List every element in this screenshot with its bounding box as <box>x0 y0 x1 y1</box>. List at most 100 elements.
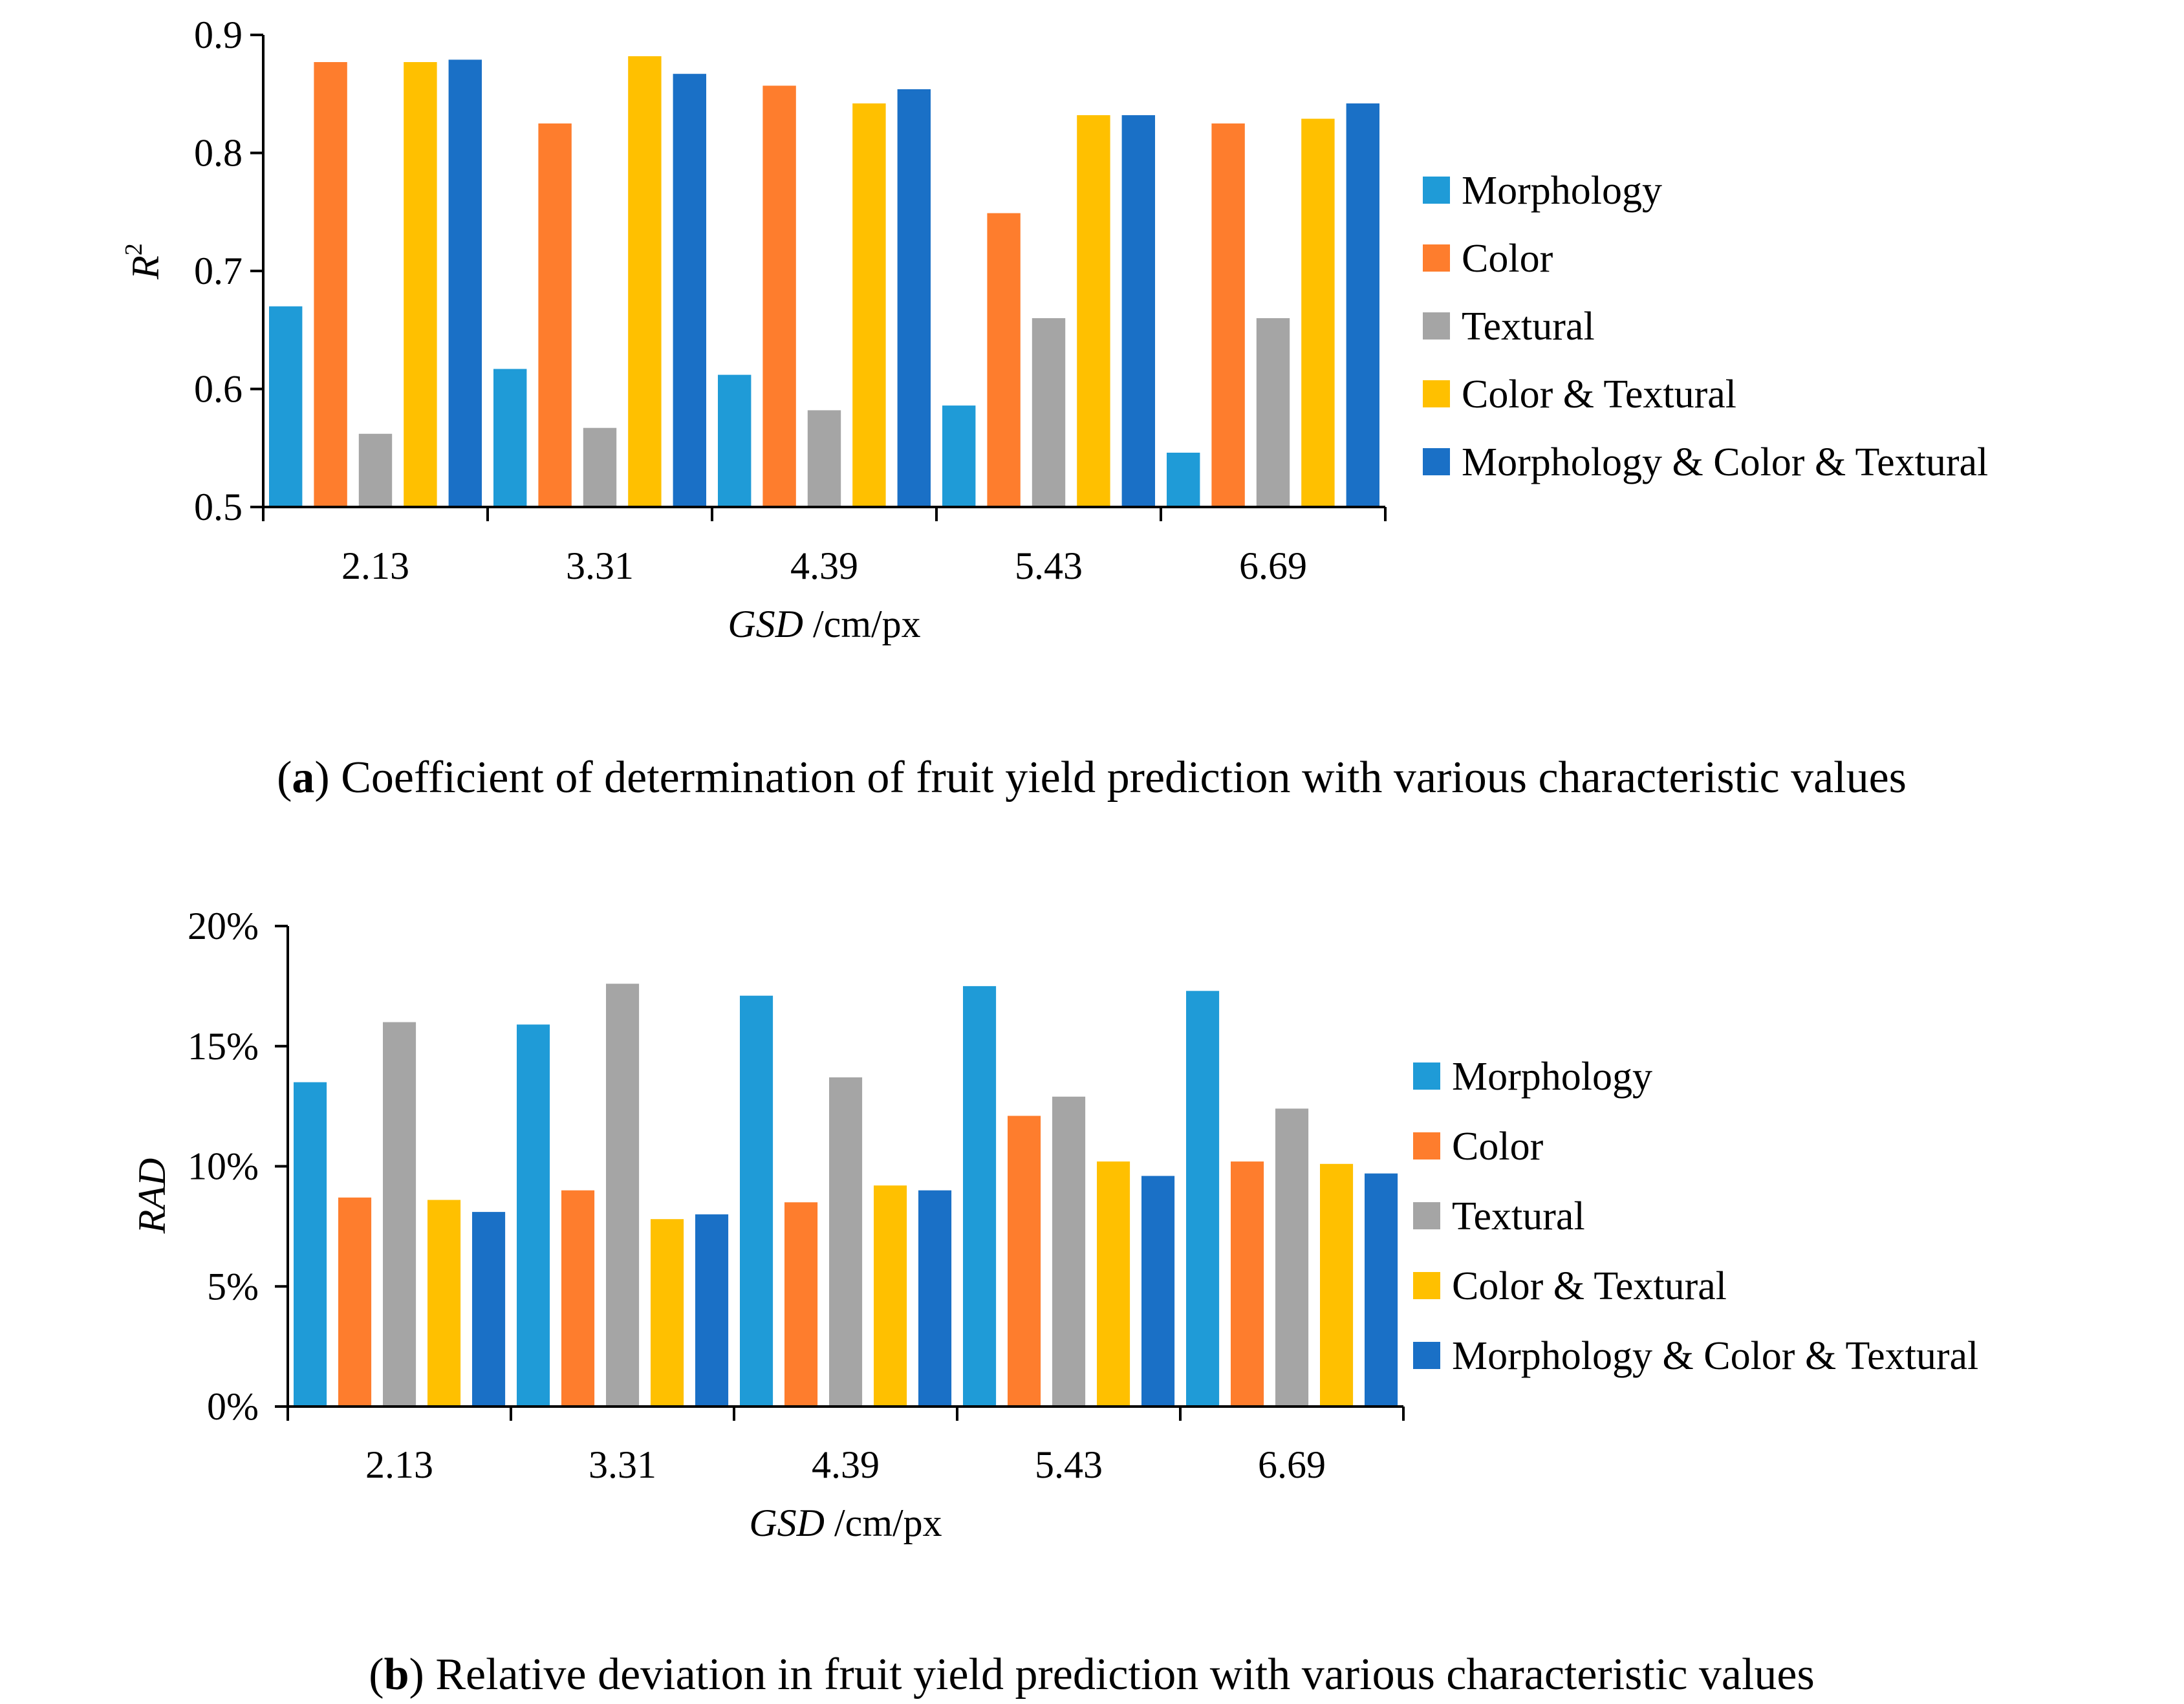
x-tick-label: 4.39 <box>812 1443 880 1486</box>
bar-morphology-3.31 <box>517 1024 550 1407</box>
legend-label: Morphology <box>1462 169 1662 213</box>
bar-color-textural-2.13 <box>427 1200 461 1407</box>
legend-swatch <box>1423 177 1450 204</box>
bar-morphology-4.39 <box>718 374 751 507</box>
bar-morphology-5.43 <box>942 405 976 507</box>
x-tick-label: 6.69 <box>1239 545 1307 587</box>
bar-morphology-color-textural-6.69 <box>1365 1173 1398 1407</box>
x-tick-label: 3.31 <box>566 545 634 587</box>
bar-textural-5.43 <box>1052 1096 1086 1407</box>
x-axis-label: GSD /cm/px <box>749 1502 942 1544</box>
bar-textural-4.39 <box>807 410 841 507</box>
caption-text: ) Coefficient of determination of fruit … <box>314 753 1906 803</box>
x-axis-label-unit: /cm/px <box>825 1502 942 1544</box>
bar-color-textural-6.69 <box>1320 1163 1354 1407</box>
legend-label: Color <box>1462 237 1553 281</box>
bar-color-5.43 <box>1008 1116 1041 1407</box>
y-axis-label: RAD <box>131 1158 173 1235</box>
x-axis-label-unit: /cm/px <box>803 603 921 645</box>
y-tick-label: 10% <box>188 1145 259 1188</box>
caption-open-paren: ( <box>369 1650 384 1699</box>
x-tick-label: 5.43 <box>1035 1443 1103 1486</box>
legend-swatch <box>1413 1342 1440 1369</box>
legend-label: Color & Textural <box>1452 1264 1727 1308</box>
bar-morphology-2.13 <box>269 306 303 507</box>
legend-swatch <box>1413 1272 1440 1299</box>
legend-swatch <box>1413 1132 1440 1159</box>
y-axis-label: R2 <box>120 243 167 280</box>
y-tick-label: 0.9 <box>194 14 243 56</box>
legend-label: Textural <box>1462 305 1595 349</box>
y-tick-label: 20% <box>188 905 259 947</box>
bar-morphology-color-textural-2.13 <box>472 1212 506 1407</box>
bar-color-textural-2.13 <box>404 62 437 507</box>
legend-label: Textural <box>1452 1194 1585 1238</box>
legend-swatch <box>1423 448 1450 475</box>
bar-textural-3.31 <box>583 427 617 507</box>
bar-morphology-color-textural-2.13 <box>448 59 482 508</box>
bar-morphology-2.13 <box>294 1082 327 1407</box>
bar-color-2.13 <box>338 1197 372 1407</box>
y-tick-label: 0% <box>207 1385 259 1428</box>
legend-swatch <box>1413 1202 1440 1229</box>
bar-morphology-color-textural-4.39 <box>897 89 931 507</box>
bar-morphology-3.31 <box>493 369 527 507</box>
legend-label: Morphology & Color & Textural <box>1462 440 1988 484</box>
x-axis-label: GSD /cm/px <box>728 603 920 645</box>
bar-morphology-6.69 <box>1186 991 1220 1407</box>
bar-color-textural-6.69 <box>1301 118 1335 508</box>
x-tick-label: 3.31 <box>589 1443 656 1486</box>
bar-textural-2.13 <box>358 433 393 507</box>
bar-morphology-color-textural-3.31 <box>673 74 706 507</box>
y-tick-label: 15% <box>188 1025 259 1068</box>
chart-a: 0.5 0.6 0.7 0.8 0.9 2.13 3.31 4.39 5.43 6.69 GSD /… <box>120 14 1988 803</box>
bar-color-textural-5.43 <box>1077 115 1110 508</box>
y-tick-label: 0.7 <box>194 250 243 292</box>
y-axis-label-text: RAD <box>131 1158 173 1235</box>
legend-label: Morphology <box>1452 1055 1652 1099</box>
bar-textural-5.43 <box>1032 318 1066 507</box>
x-tick-label: 4.39 <box>790 545 858 587</box>
bar-color-4.39 <box>762 85 796 507</box>
x-tick-label: 2.13 <box>365 1443 433 1486</box>
x-axis-label-italic: GSD <box>728 603 803 645</box>
bar-textural-6.69 <box>1256 318 1290 507</box>
bar-color-4.39 <box>784 1202 818 1407</box>
bar-textural-3.31 <box>606 984 640 1407</box>
caption-text: ) Relative deviation in fruit yield pred… <box>409 1650 1815 1699</box>
caption-label: a <box>292 753 314 803</box>
caption-open-paren: ( <box>277 753 292 803</box>
x-axis-label-italic: GSD <box>749 1502 825 1544</box>
bar-color-textural-4.39 <box>852 103 886 507</box>
legend-swatch <box>1423 312 1450 340</box>
legend-label: Color <box>1452 1125 1544 1169</box>
y-tick-label: 0.5 <box>194 486 243 528</box>
bar-morphology-color-textural-5.43 <box>1141 1176 1175 1407</box>
x-tick-label: 6.69 <box>1258 1443 1326 1486</box>
bar-color-2.13 <box>314 62 347 507</box>
chart-b: 0% 5% 10% 15% 20% 2.13 3.31 4.39 5.43 6.69 GSD /cm… <box>131 905 1978 1699</box>
bar-color-3.31 <box>538 123 572 507</box>
y-tick-label: 5% <box>207 1265 259 1308</box>
bar-textural-4.39 <box>829 1077 863 1407</box>
figure-caption: (b) Relative deviation in fruit yield pr… <box>369 1650 1814 1699</box>
bar-textural-2.13 <box>383 1022 416 1407</box>
y-tick-label: 0.6 <box>194 368 243 411</box>
figure-caption: (a) Coefficient of determination of frui… <box>277 753 1907 803</box>
legend-swatch <box>1423 380 1450 407</box>
x-tick-label: 2.13 <box>341 545 409 587</box>
bar-morphology-6.69 <box>1167 453 1200 507</box>
bar-textural-6.69 <box>1275 1108 1309 1407</box>
bar-color-textural-3.31 <box>628 56 662 507</box>
y-axis-label-superscript: 2 <box>120 243 147 255</box>
bar-morphology-color-textural-3.31 <box>695 1214 729 1407</box>
bar-color-textural-3.31 <box>651 1219 684 1407</box>
bar-color-6.69 <box>1211 123 1245 507</box>
bar-color-5.43 <box>987 213 1021 507</box>
bar-morphology-5.43 <box>963 986 997 1407</box>
bar-morphology-4.39 <box>740 995 773 1407</box>
y-tick-label: 0.8 <box>194 132 243 175</box>
legend-label: Color & Textural <box>1462 372 1736 416</box>
legend-swatch <box>1413 1062 1440 1090</box>
